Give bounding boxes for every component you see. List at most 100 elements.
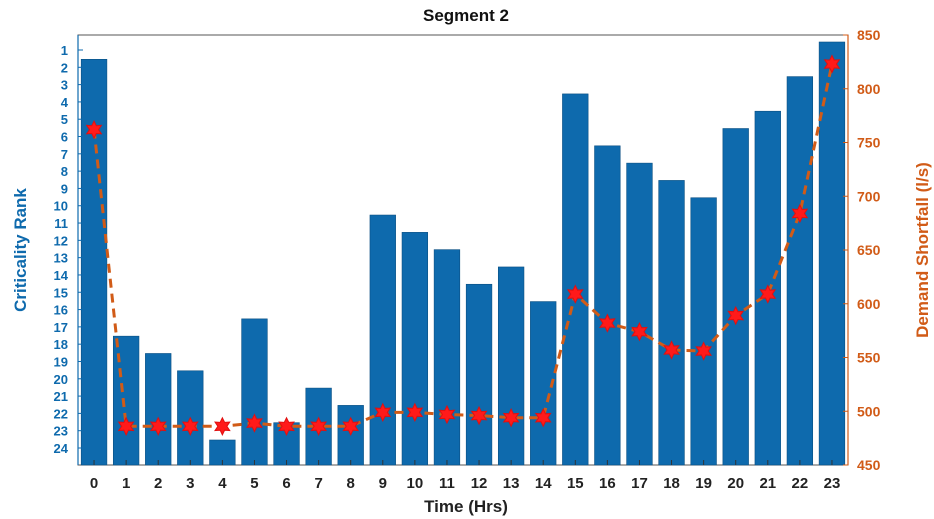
x-tick-label: 6 bbox=[282, 475, 290, 492]
shortfall-marker-hour-2 bbox=[149, 416, 167, 436]
x-tick-label: 18 bbox=[663, 475, 680, 492]
bar-hour-23 bbox=[818, 41, 846, 466]
chart-title: Segment 2 bbox=[423, 6, 509, 25]
x-tick-label: 23 bbox=[824, 475, 841, 492]
right-tick-label: 800 bbox=[857, 81, 881, 97]
left-tick-label: 18 bbox=[54, 337, 68, 352]
shortfall-marker-hour-3 bbox=[181, 416, 199, 436]
right-tick-label: 600 bbox=[857, 296, 881, 312]
left-tick-label: 9 bbox=[61, 181, 68, 196]
bar-hour-13 bbox=[497, 266, 525, 466]
x-axis-ticks: 0 1 2 3 4 5 6 7 8 9 10 11 12 13 14 15 16 17 18 19 20 21 22 23 bbox=[90, 460, 840, 492]
right-tick-label: 700 bbox=[857, 188, 881, 204]
left-tick-label: 23 bbox=[54, 424, 68, 439]
bar-hour-12 bbox=[465, 283, 493, 466]
right-tick-label: 850 bbox=[857, 27, 881, 43]
right-tick-label: 750 bbox=[857, 135, 881, 151]
x-tick-label: 0 bbox=[90, 475, 98, 492]
shortfall-marker-hour-13 bbox=[502, 408, 520, 428]
x-tick-label: 4 bbox=[218, 475, 227, 492]
bar-hour-22 bbox=[786, 76, 814, 466]
shortfall-marker-hour-0 bbox=[85, 119, 103, 140]
bar-hour-2 bbox=[145, 353, 172, 466]
shortfall-marker-hour-21 bbox=[759, 284, 777, 304]
left-tick-label: 14 bbox=[54, 268, 69, 283]
left-tick-label: 6 bbox=[61, 130, 68, 145]
demand-shortfall-line bbox=[92, 63, 834, 428]
x-tick-label: 20 bbox=[727, 475, 744, 492]
line-series bbox=[85, 54, 841, 436]
x-tick-label: 12 bbox=[471, 475, 488, 492]
x-tick-label: 8 bbox=[347, 475, 355, 492]
left-tick-label: 3 bbox=[61, 78, 68, 93]
shortfall-marker-hour-19 bbox=[695, 341, 712, 361]
bar-hour-11 bbox=[433, 249, 461, 466]
bar-hour-9 bbox=[369, 214, 396, 466]
shortfall-marker-hour-11 bbox=[438, 404, 456, 425]
x-tick-label: 14 bbox=[535, 475, 552, 492]
bar-hour-10 bbox=[401, 232, 429, 466]
left-tick-label: 20 bbox=[54, 372, 68, 387]
left-tick-label: 1 bbox=[61, 43, 68, 58]
left-tick-label: 5 bbox=[61, 112, 68, 127]
shortfall-marker-hour-5 bbox=[246, 413, 263, 433]
x-tick-label: 21 bbox=[759, 475, 776, 492]
right-tick-label: 650 bbox=[857, 242, 881, 258]
x-tick-label: 16 bbox=[599, 475, 616, 492]
shortfall-marker-hour-10 bbox=[406, 402, 424, 422]
x-tick-label: 22 bbox=[792, 475, 809, 492]
left-tick-label: 19 bbox=[54, 354, 68, 369]
shortfall-marker-hour-15 bbox=[566, 284, 584, 304]
shortfall-marker-hour-4 bbox=[214, 416, 231, 436]
bar-hour-5 bbox=[241, 318, 268, 466]
x-tick-label: 9 bbox=[379, 475, 387, 492]
shortfall-marker-hour-18 bbox=[663, 340, 680, 360]
right-tick-label: 500 bbox=[857, 403, 881, 419]
bar-hour-15 bbox=[562, 93, 589, 466]
x-tick-label: 10 bbox=[407, 475, 424, 492]
right-axis-ticks: 450 500 550 600 650 700 750 800 850 bbox=[843, 27, 881, 473]
x-tick-label: 11 bbox=[439, 475, 455, 492]
right-tick-label: 550 bbox=[857, 350, 881, 366]
bar-hour-18 bbox=[658, 180, 685, 466]
shortfall-marker-hour-7 bbox=[310, 416, 327, 436]
shortfall-marker-hour-16 bbox=[599, 313, 616, 333]
left-tick-label: 8 bbox=[61, 164, 68, 179]
left-tick-label: 17 bbox=[54, 320, 68, 335]
x-tick-label: 17 bbox=[631, 475, 648, 492]
left-axis-title: Criticality Rank bbox=[11, 188, 30, 312]
x-tick-label: 7 bbox=[314, 475, 322, 492]
left-tick-label: 10 bbox=[54, 199, 68, 214]
x-axis-title: Time (Hrs) bbox=[424, 497, 508, 516]
x-tick-label: 2 bbox=[154, 475, 162, 492]
shortfall-marker-hour-20 bbox=[727, 305, 745, 326]
left-tick-label: 12 bbox=[54, 233, 68, 248]
left-tick-label: 21 bbox=[54, 389, 68, 404]
x-tick-label: 1 bbox=[122, 475, 130, 492]
left-tick-label: 2 bbox=[61, 60, 68, 75]
left-tick-label: 16 bbox=[54, 303, 68, 318]
shortfall-marker-hour-6 bbox=[278, 416, 295, 436]
x-tick-label: 15 bbox=[567, 475, 584, 492]
x-tick-label: 13 bbox=[503, 475, 520, 492]
left-tick-label: 24 bbox=[54, 441, 69, 456]
left-tick-label: 22 bbox=[54, 406, 68, 421]
bar-hour-16 bbox=[594, 145, 621, 466]
left-tick-label: 11 bbox=[54, 216, 68, 231]
left-tick-label: 7 bbox=[61, 147, 68, 162]
shortfall-marker-hour-23 bbox=[823, 54, 841, 74]
plot-area bbox=[77, 34, 849, 466]
x-tick-label: 5 bbox=[250, 475, 258, 492]
bar-hour-19 bbox=[690, 197, 717, 466]
shortfall-marker-hour-9 bbox=[374, 402, 392, 422]
right-tick-label: 450 bbox=[857, 457, 881, 473]
bar-hour-20 bbox=[722, 128, 749, 466]
shortfall-marker-hour-12 bbox=[470, 405, 488, 426]
left-tick-label: 15 bbox=[54, 285, 68, 300]
x-tick-label: 3 bbox=[186, 475, 194, 492]
bar-hour-14 bbox=[530, 301, 557, 466]
shortfall-marker-hour-14 bbox=[534, 408, 552, 428]
right-axis-title: Demand Shortfall (l/s) bbox=[913, 162, 932, 338]
